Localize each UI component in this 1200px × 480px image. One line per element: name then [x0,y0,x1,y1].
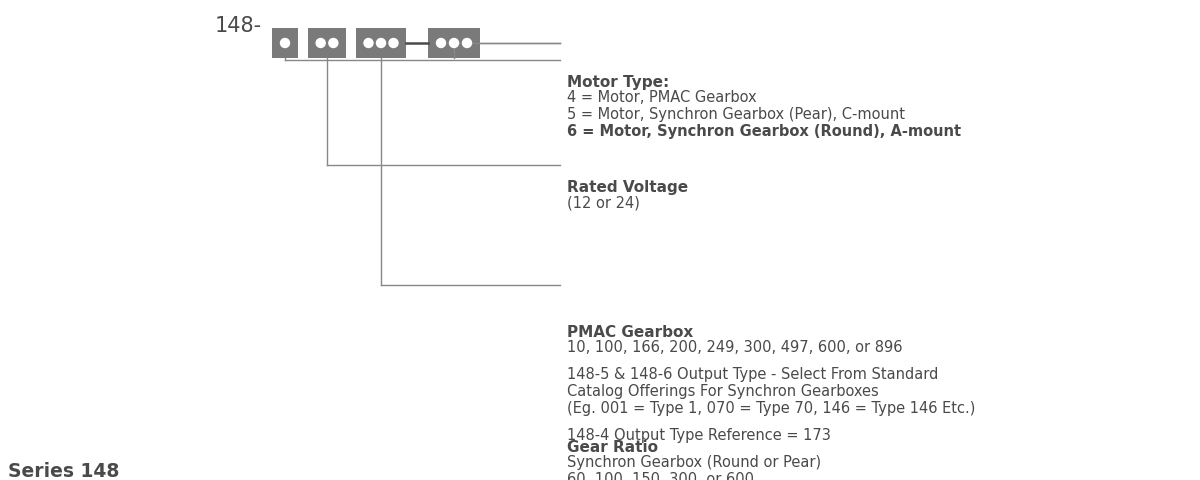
Text: 5 = Motor, Synchron Gearbox (Pear), C-mount: 5 = Motor, Synchron Gearbox (Pear), C-mo… [568,107,905,122]
Circle shape [389,38,398,48]
Text: 4 = Motor, PMAC Gearbox: 4 = Motor, PMAC Gearbox [568,90,757,105]
Text: PMAC Gearbox: PMAC Gearbox [568,325,694,340]
Text: Gear Ratio: Gear Ratio [568,440,658,455]
Text: 6 = Motor, Synchron Gearbox (Round), A-mount: 6 = Motor, Synchron Gearbox (Round), A-m… [568,124,961,139]
Circle shape [364,38,373,48]
Bar [428,28,480,58]
Text: 148-4 Output Type Reference = 173: 148-4 Output Type Reference = 173 [568,428,830,444]
Text: Rated Voltage: Rated Voltage [568,180,688,195]
Circle shape [462,38,472,48]
Bar [356,28,406,58]
Circle shape [316,38,325,48]
Text: 148-5 & 148-6 Output Type - Select From Standard: 148-5 & 148-6 Output Type - Select From … [568,367,938,382]
Circle shape [329,38,338,48]
Text: (12 or 24): (12 or 24) [568,195,640,210]
Circle shape [437,38,445,48]
Circle shape [450,38,458,48]
Text: (Eg. 001 = Type 1, 070 = Type 70, 146 = Type 146 Etc.): (Eg. 001 = Type 1, 070 = Type 70, 146 = … [568,401,976,416]
Text: Series 148: Series 148 [8,462,119,480]
Text: Synchron Gearbox (Round or Pear): Synchron Gearbox (Round or Pear) [568,455,821,470]
Text: 10, 100, 166, 200, 249, 300, 497, 600, or 896: 10, 100, 166, 200, 249, 300, 497, 600, o… [568,340,902,355]
Circle shape [281,38,289,48]
Text: 60, 100, 150, 300, or 600: 60, 100, 150, 300, or 600 [568,472,754,480]
Circle shape [377,38,385,48]
Text: Catalog Offerings For Synchron Gearboxes: Catalog Offerings For Synchron Gearboxes [568,384,878,399]
Text: 148-: 148- [215,16,262,36]
Text: Motor Type:: Motor Type: [568,75,670,90]
Bar [272,28,298,58]
Bar [308,28,346,58]
